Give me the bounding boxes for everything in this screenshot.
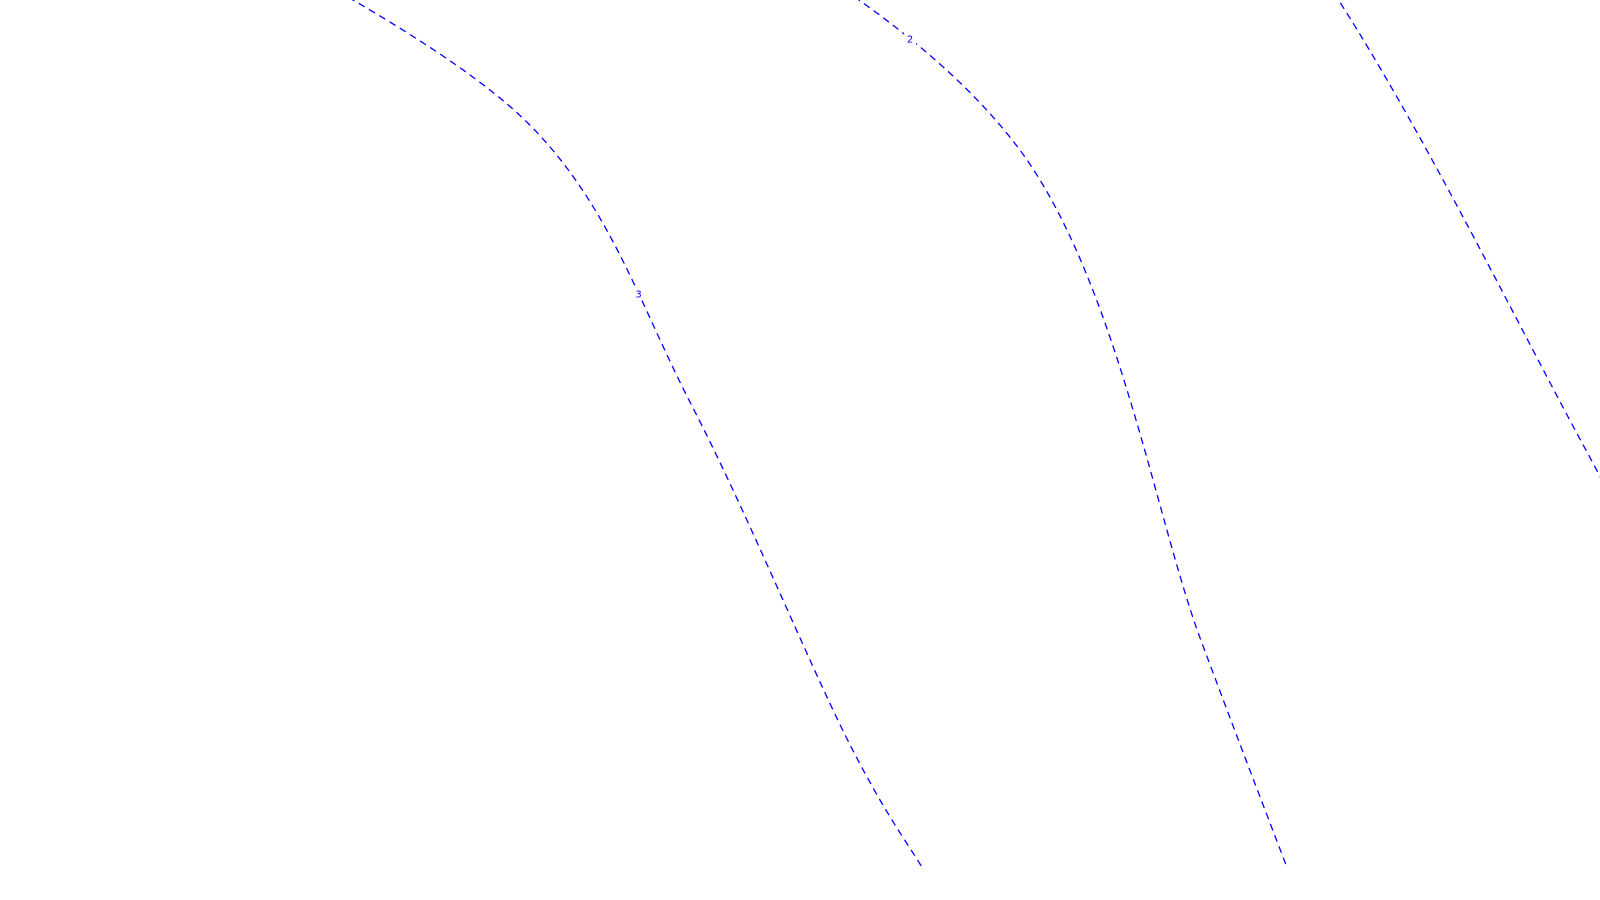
contour-line-level-2 xyxy=(857,0,1288,869)
contour-label-background xyxy=(632,286,645,300)
contour-lines xyxy=(351,0,1600,869)
contour-label-background xyxy=(904,31,917,45)
contour-label-level-3: 3 xyxy=(635,289,641,300)
contour-line-level-3 xyxy=(351,0,923,869)
contour-line-level-1 xyxy=(1337,0,1600,478)
contour-labels: 0123 xyxy=(632,31,917,300)
contour-label-level-2: 2 xyxy=(907,35,913,46)
